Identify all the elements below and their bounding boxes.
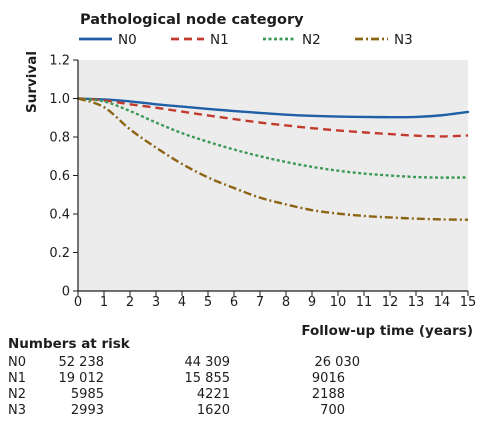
legend-label: N1 — [210, 32, 229, 48]
x-tick-label: 10 — [330, 295, 347, 310]
risk-label: N0 — [8, 355, 26, 370]
numbers-at-risk-table: Numbers at risk N0 52 238 44 309 26 030 … — [8, 336, 360, 418]
risk-label: N3 — [8, 403, 26, 418]
legend-label: N3 — [394, 32, 413, 48]
x-tick-label: 7 — [256, 295, 264, 310]
y-tick-label: 0.2 — [49, 246, 70, 261]
x-tick-label: 13 — [408, 295, 425, 310]
legend-title: Pathological node category — [80, 12, 304, 28]
series-line-n0 — [76, 97, 470, 119]
y-tick-label: 1.0 — [49, 92, 70, 107]
legend: N0 N1 N2 N3 — [79, 32, 413, 48]
risk-value: 5985 — [71, 387, 104, 402]
x-tick-label: 5 — [204, 295, 212, 310]
risk-value: 19 012 — [59, 371, 105, 386]
y-axis-ticks: 0 0.2 0.4 0.6 0.8 1.0 1.2 — [49, 54, 78, 300]
legend-item-n3: N3 — [355, 32, 413, 48]
legend-item-n1: N1 — [171, 32, 229, 48]
x-tick-label: 2 — [126, 295, 134, 310]
y-tick-label: 0.4 — [49, 208, 70, 223]
x-tick-label: 8 — [282, 295, 290, 310]
risk-row-n2: N2 5985 4221 2188 — [8, 387, 345, 402]
plot-background — [78, 60, 468, 291]
risk-value: 26 030 — [315, 355, 361, 370]
y-tick-label: 1.2 — [49, 54, 70, 69]
risk-value: 4221 — [197, 387, 230, 402]
legend-label: N2 — [302, 32, 321, 48]
risk-value: 9016 — [312, 371, 345, 386]
x-axis-ticks: 0 1 2 3 4 5 6 7 8 9 10 11 12 13 14 15 — [74, 291, 476, 310]
risk-value: 15 855 — [185, 371, 231, 386]
x-axis-title: Follow-up time (years) — [301, 323, 473, 339]
y-tick-label: 0 — [62, 285, 70, 300]
legend-item-n0: N0 — [79, 32, 137, 48]
y-axis-title: Survival — [24, 51, 40, 113]
risk-value: 700 — [320, 403, 345, 418]
risk-value: 44 309 — [185, 355, 231, 370]
series-line-n1 — [77, 97, 469, 138]
x-tick-label: 12 — [382, 295, 399, 310]
risk-label: N1 — [8, 371, 26, 386]
risk-label: N2 — [8, 387, 26, 402]
y-tick-label: 0.8 — [49, 131, 70, 146]
series-line-n3 — [77, 97, 469, 221]
x-tick-label: 15 — [460, 295, 477, 310]
x-tick-label: 9 — [308, 295, 316, 310]
x-tick-label: 11 — [356, 295, 373, 310]
risk-value: 2993 — [71, 403, 104, 418]
x-tick-label: 14 — [434, 295, 451, 310]
series-line-n2 — [77, 97, 469, 179]
x-tick-label: 0 — [74, 295, 82, 310]
risk-row-n0: N0 52 238 44 309 26 030 — [8, 355, 360, 370]
risk-row-n3: N3 2993 1620 700 — [8, 403, 345, 418]
x-tick-label: 3 — [152, 295, 160, 310]
legend-item-n2: N2 — [263, 32, 321, 48]
y-tick-label: 0.6 — [49, 169, 70, 184]
risk-value: 2188 — [312, 387, 345, 402]
series-layer — [76, 97, 470, 221]
x-tick-label: 6 — [230, 295, 238, 310]
x-tick-label: 1 — [100, 295, 108, 310]
numbers-at-risk-title: Numbers at risk — [8, 336, 131, 352]
risk-value: 1620 — [197, 403, 230, 418]
legend-label: N0 — [118, 32, 137, 48]
risk-value: 52 238 — [59, 355, 105, 370]
risk-row-n1: N1 19 012 15 855 9016 — [8, 371, 345, 386]
x-tick-label: 4 — [178, 295, 186, 310]
